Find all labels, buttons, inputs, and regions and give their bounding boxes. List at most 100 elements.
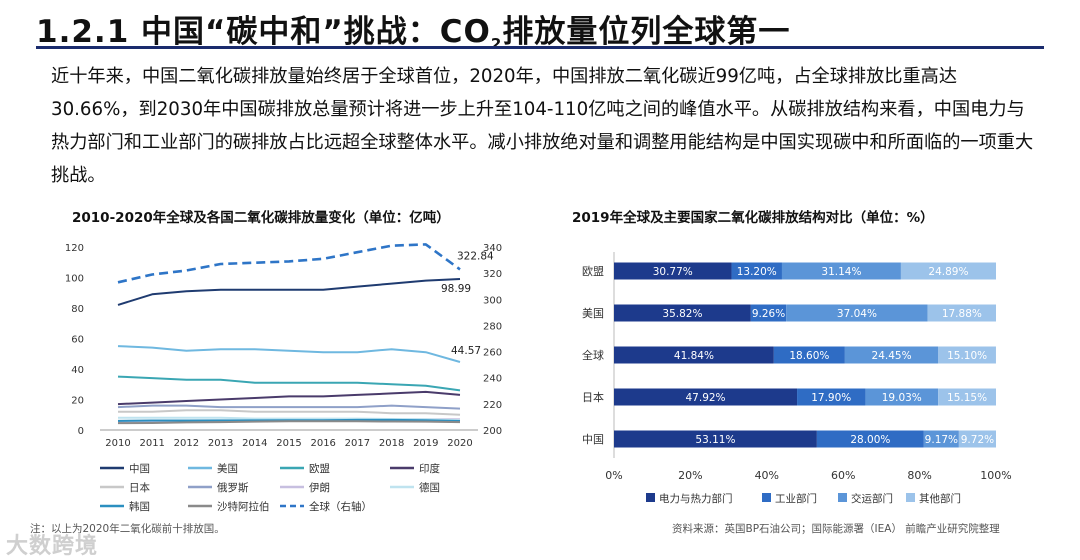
line-y-tick-label: 0 xyxy=(78,426,84,437)
bar-data-label: 47.92% xyxy=(686,392,726,404)
line-legend-label: 德国 xyxy=(419,481,440,494)
bar-x-tick-label: 80% xyxy=(907,469,931,482)
bar-category-label: 日本 xyxy=(582,390,604,404)
bar-data-label: 31.14% xyxy=(821,266,861,278)
line-x-tick-label: 2016 xyxy=(310,438,335,449)
bar-data-label: 15.15% xyxy=(947,392,987,404)
bar-data-label: 9.26% xyxy=(752,308,785,320)
line-y-tick-label: 100 xyxy=(65,274,84,285)
bar-x-tick-label: 60% xyxy=(831,469,855,482)
bar-legend-swatch xyxy=(906,493,915,502)
bar-segment xyxy=(614,262,732,280)
line-legend-label: 日本 xyxy=(129,481,150,494)
line-legend-label: 美国 xyxy=(217,462,238,475)
bar-category-label: 全球 xyxy=(582,348,604,362)
bar-x-tick-label: 20% xyxy=(678,469,702,482)
line-x-tick-label: 2010 xyxy=(105,438,130,449)
bar-segment xyxy=(614,346,774,364)
line-y2-tick-label: 280 xyxy=(483,321,502,332)
bar-legend-label: 其他部门 xyxy=(919,492,961,505)
bar-data-label: 9.17% xyxy=(925,434,958,446)
bar-data-label: 53.11% xyxy=(695,434,735,446)
line-annotation: 98.99 xyxy=(441,283,471,295)
line-x-tick-label: 2013 xyxy=(208,438,233,449)
bar-segment xyxy=(938,388,996,406)
bar-x-tick-label: 0% xyxy=(605,469,622,482)
bar-category-label: 欧盟 xyxy=(582,265,604,278)
line-y2-tick-label: 220 xyxy=(483,400,502,411)
line-x-tick-label: 2011 xyxy=(139,438,164,449)
bar-segment xyxy=(773,346,845,364)
line-x-tick-label: 2017 xyxy=(345,438,370,449)
line-x-tick-label: 2019 xyxy=(413,438,438,449)
bar-data-label: 30.77% xyxy=(653,266,693,278)
line-y2-tick-label: 300 xyxy=(483,295,502,306)
bar-legend-label: 工业部门 xyxy=(775,492,817,505)
bar-data-label: 35.82% xyxy=(662,308,702,320)
bar-segment xyxy=(797,388,866,406)
bar-data-label: 17.88% xyxy=(942,308,982,320)
line-x-tick-label: 2015 xyxy=(276,438,301,449)
bar-data-label: 9.72% xyxy=(961,434,994,446)
bar-x-tick-label: 40% xyxy=(755,469,779,482)
line-series xyxy=(117,418,461,422)
bar-data-label: 41.84% xyxy=(674,350,714,362)
line-x-tick-label: 2014 xyxy=(242,438,267,449)
line-legend-label: 伊朗 xyxy=(309,482,330,494)
bar-legend-swatch xyxy=(646,493,655,502)
bar-data-label: 17.90% xyxy=(811,392,851,404)
line-x-tick-label: 2012 xyxy=(174,438,199,449)
bar-segment xyxy=(844,346,939,364)
bar-segment xyxy=(900,262,996,280)
line-legend-label: 沙特阿拉伯 xyxy=(217,500,270,513)
bar-data-label: 24.45% xyxy=(872,350,912,362)
source-note: 资料来源：英国BP石油公司；国际能源署（IEA） 前瞻产业研究院整理 xyxy=(672,523,1000,535)
line-y-tick-label: 80 xyxy=(71,304,84,315)
bar-category-label: 美国 xyxy=(582,307,604,320)
bar-data-label: 13.20% xyxy=(737,266,777,278)
bar-segment xyxy=(938,346,996,364)
line-legend-label: 韩国 xyxy=(129,500,150,513)
bar-data-label: 15.10% xyxy=(947,350,987,362)
line-legend-label: 全球（右轴） xyxy=(309,500,372,513)
line-y2-tick-label: 240 xyxy=(483,374,502,385)
line-y2-tick-label: 340 xyxy=(483,243,502,254)
line-annotation: 322.84 xyxy=(457,250,494,262)
bar-segment xyxy=(923,430,959,448)
bar-segment xyxy=(786,304,928,322)
bar-segment xyxy=(958,430,996,448)
bar-segment xyxy=(865,388,939,406)
line-annotation: 44.57 xyxy=(451,345,481,357)
bar-legend-swatch xyxy=(838,493,847,502)
line-series xyxy=(117,420,461,425)
line-y-tick-label: 20 xyxy=(71,396,84,407)
line-legend-label: 印度 xyxy=(419,462,440,475)
bar-legend-label: 电力与热力部门 xyxy=(659,492,733,505)
bar-category-label: 中国 xyxy=(582,433,604,446)
bar-legend-swatch xyxy=(762,493,771,502)
line-series xyxy=(118,409,461,416)
page-title: 1.2.1 中国“碳中和”挑战：CO2排放量位列全球第一 xyxy=(36,14,791,54)
bar-legend-label: 交运部门 xyxy=(851,492,893,505)
line-chart-title: 2010-2020年全球及各国二氧化碳排放量变化（单位：亿吨） xyxy=(72,210,450,226)
line-legend-label: 中国 xyxy=(129,462,150,475)
line-legend-label: 欧盟 xyxy=(309,463,330,475)
bar-segment xyxy=(614,304,751,322)
line-series xyxy=(117,243,461,284)
bar-data-label: 19.03% xyxy=(882,392,922,404)
title-divider xyxy=(36,46,1044,49)
bar-data-label: 37.04% xyxy=(837,308,877,320)
bar-chart-title: 2019年全球及主要国家二氧化碳排放结构对比（单位：%） xyxy=(572,210,934,226)
line-y-tick-label: 120 xyxy=(65,243,84,254)
line-y2-tick-label: 260 xyxy=(483,348,502,359)
line-legend-label: 俄罗斯 xyxy=(217,481,249,494)
bar-segment xyxy=(781,262,901,280)
bar-segment xyxy=(927,304,996,322)
bar-data-label: 28.00% xyxy=(850,434,890,446)
line-series xyxy=(117,375,461,392)
line-y2-tick-label: 200 xyxy=(483,426,502,437)
watermark: 大数跨境 xyxy=(6,534,99,559)
bar-data-label: 18.60% xyxy=(789,350,829,362)
bar-segment xyxy=(614,430,817,448)
